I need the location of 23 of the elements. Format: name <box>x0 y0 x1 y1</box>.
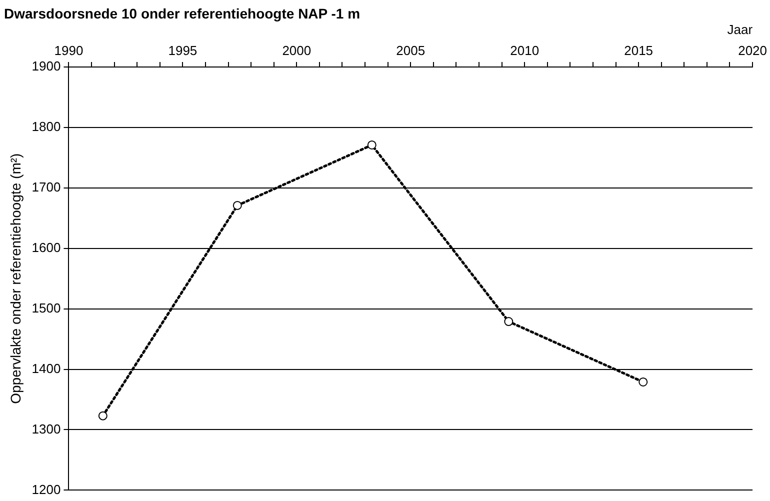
y-tick-label: 1300 <box>32 421 61 436</box>
x-tick-label: 1990 <box>54 42 84 58</box>
y-tick-label: 1500 <box>32 300 61 316</box>
point <box>367 140 376 150</box>
x-tick-label: 1995 <box>168 42 198 58</box>
y-tick-label: 1600 <box>32 240 61 255</box>
y-tick-label: 1200 <box>32 482 61 497</box>
chart-title: Dwarsdoorsnede 10 onder referentiehoogte NAP -1 m <box>4 5 360 22</box>
y-axis-title: Oppervlakte onder referentiehoogte (m²) <box>7 153 24 404</box>
x-axis-title: Jaar <box>727 22 754 38</box>
x-tick-label: 2020 <box>738 42 767 58</box>
point <box>98 411 108 420</box>
point <box>504 317 514 326</box>
x-tick-label: 2005 <box>396 42 426 58</box>
point <box>638 377 648 386</box>
x-tick-label: 2010 <box>510 42 540 58</box>
x-tick-label: 2015 <box>624 42 654 58</box>
y-tick-label: 1400 <box>32 360 61 376</box>
y-tick-label: 1700 <box>32 179 61 194</box>
y-tick-label: 1900 <box>32 58 61 74</box>
y-tick-label: 1800 <box>32 119 61 134</box>
point <box>232 200 242 210</box>
x-tick-label: 2000 <box>282 42 312 58</box>
